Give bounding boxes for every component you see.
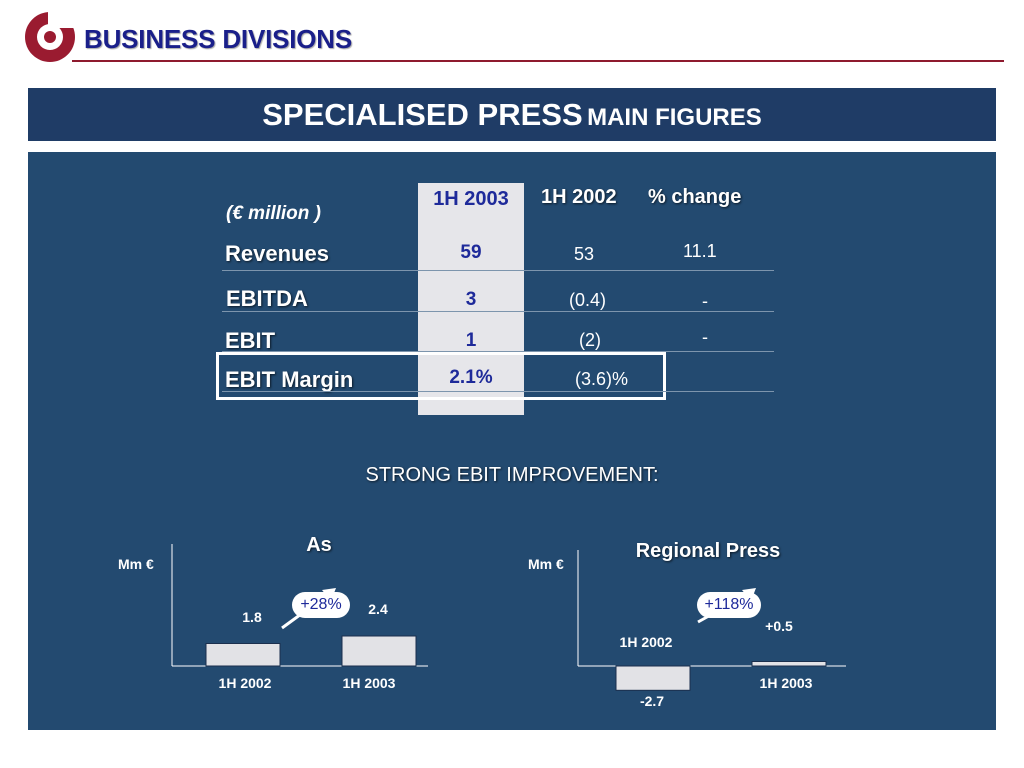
chart-regional-bar bbox=[751, 661, 827, 667]
chart-as-bar bbox=[341, 635, 417, 667]
slide-title-sub: MAIN FIGURES bbox=[587, 104, 762, 131]
value-ebitda-change: - bbox=[702, 291, 708, 311]
value-ebitda-1h2003: 3 bbox=[465, 289, 477, 310]
row-label-revenues: Revenues bbox=[225, 241, 329, 266]
chart-as-category-label: 1H 2003 bbox=[343, 675, 396, 691]
chart-regional: -2.7 1H 2002 +0.5 1H 2003 bbox=[577, 550, 846, 709]
chart-as: 1.8 1H 2002 2.4 1H 2003 bbox=[171, 544, 428, 691]
col-header-1h2003: 1H 2003 bbox=[433, 188, 509, 210]
chart-regional-bar bbox=[615, 665, 691, 691]
slide-title-main: SPECIALISED PRESS bbox=[262, 97, 583, 132]
value-ebit-margin-1h2003: 2.1% bbox=[449, 367, 493, 388]
unit-label: (€ million ) bbox=[226, 203, 321, 224]
header-title: BUSINESS DIVISIONS bbox=[84, 24, 353, 54]
section-title: STRONG EBIT IMPROVEMENT: bbox=[365, 464, 659, 486]
chart-regional-ylabel: Mm € bbox=[528, 556, 564, 572]
row-divider bbox=[222, 311, 774, 312]
title-bar bbox=[28, 88, 996, 141]
ebit-margin-highlight-box bbox=[216, 352, 666, 400]
value-ebit-change: - bbox=[702, 327, 708, 347]
row-divider bbox=[222, 270, 774, 271]
value-revenues-1h2002: 53 bbox=[574, 244, 595, 264]
chart-regional-category-label: 1H 2002 bbox=[620, 634, 673, 650]
value-ebit-1h2002: (2) bbox=[579, 330, 601, 350]
chart-as-title: As bbox=[306, 534, 332, 556]
col-header-change: % change bbox=[648, 186, 742, 208]
value-revenues-1h2003: 59 bbox=[460, 242, 482, 263]
company-logo bbox=[25, 6, 78, 62]
chart-regional-title: Regional Press bbox=[635, 540, 781, 562]
chart-as-ylabel: Mm € bbox=[118, 556, 154, 572]
chart-as-value-label: 1.8 bbox=[242, 609, 262, 625]
chart-regional-category-label: 1H 2003 bbox=[760, 675, 813, 691]
row-label-ebitda: EBITDA bbox=[226, 286, 308, 311]
highlight-column bbox=[418, 183, 524, 415]
chart-regional-value-label: -2.7 bbox=[640, 693, 664, 709]
row-label-ebit: EBIT bbox=[225, 328, 276, 353]
chart-as-bar bbox=[205, 643, 281, 667]
slide-title: SPECIALISED PRESS MAIN FIGURES bbox=[28, 88, 996, 141]
chart-regional-growth-badge: +118% bbox=[697, 592, 761, 618]
col-header-1h2002: 1H 2002 bbox=[541, 186, 617, 208]
chart-regional-value-label: +0.5 bbox=[765, 618, 793, 634]
value-ebitda-1h2002: (0.4) bbox=[569, 290, 607, 310]
header-rule bbox=[72, 60, 1004, 62]
row-divider bbox=[222, 351, 774, 352]
value-ebit-1h2003: 1 bbox=[465, 330, 477, 351]
row-divider bbox=[222, 391, 774, 392]
value-revenues-change: 11.1 bbox=[683, 241, 717, 261]
chart-as-growth-badge: +28% bbox=[292, 592, 350, 618]
chart-as-value-label: 2.4 bbox=[368, 601, 388, 617]
row-label-ebit-margin: EBIT Margin bbox=[225, 367, 354, 392]
chart-as-category-label: 1H 2002 bbox=[219, 675, 272, 691]
value-ebit-margin-1h2002: (3.6)% bbox=[575, 369, 629, 389]
